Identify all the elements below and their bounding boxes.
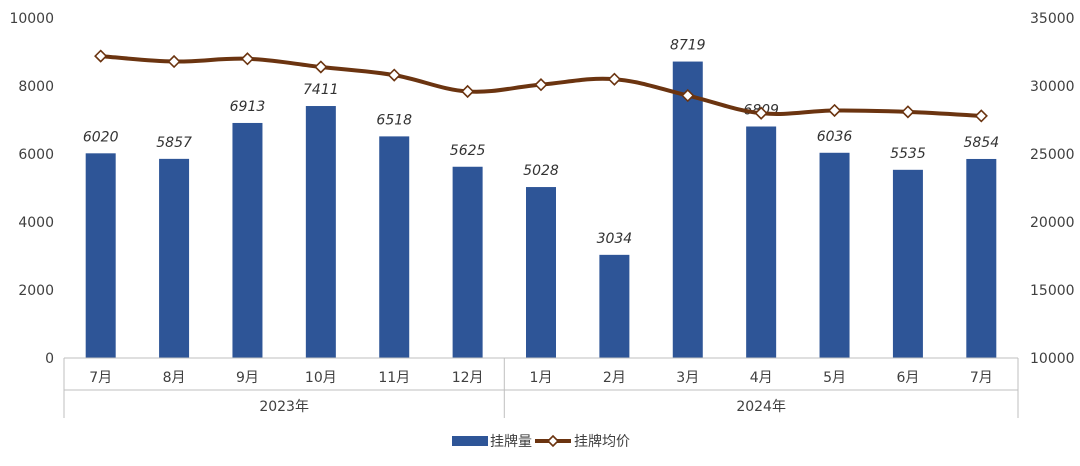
left-axis-tick-label: 4000	[18, 215, 54, 231]
legend-bar-swatch	[452, 436, 488, 446]
right-axis-tick-label: 10000	[1030, 351, 1075, 367]
line-point-marker-icon	[827, 103, 842, 118]
x-axis-category-label: 5月	[823, 370, 846, 386]
right-axis-tick-label: 35000	[1030, 11, 1075, 27]
legend-line-label: 挂牌均价	[574, 433, 630, 450]
line-point-marker-icon	[387, 68, 401, 82]
x-axis: 7月 8月 9月 10月 11月 12月 1月 2月 3月 4月 5月 6月 7月 2023年 2024年	[63, 357, 1019, 418]
x-axis-category-label: 7月	[970, 370, 993, 386]
x-axis-category-label: 4月	[750, 370, 773, 386]
x-axis-category-label: 6月	[896, 370, 919, 386]
line-point-marker-icon	[974, 109, 988, 123]
left-axis-tick-label: 8000	[18, 79, 54, 95]
x-axis-category-label: 10月	[305, 370, 337, 386]
bar	[672, 61, 703, 358]
left-axis-tick-label: 10000	[9, 11, 54, 27]
bar	[966, 158, 997, 358]
bar-data-label: 6913	[230, 99, 266, 115]
bar-data-label: 6036	[817, 129, 853, 145]
bar-data-label: 7411	[303, 82, 339, 98]
x-axis-group-label: 2024年	[736, 399, 786, 415]
bar	[526, 187, 556, 358]
bar	[379, 136, 410, 358]
x-axis-category-label: 7月	[89, 370, 112, 386]
bar-data-label: 3034	[597, 231, 633, 247]
line-point-marker-icon	[167, 54, 181, 69]
right-axis-tick-label: 30000	[1030, 79, 1075, 95]
legend-line-marker-icon	[546, 434, 560, 448]
bar	[599, 254, 630, 358]
bar	[85, 153, 116, 358]
x-axis-category-label: 11月	[378, 370, 410, 386]
left-axis-tick-label: 2000	[18, 283, 54, 299]
line-point-marker-icon	[754, 106, 768, 120]
line-point-marker-icon	[901, 105, 915, 119]
bar	[305, 106, 336, 358]
legend-bar-label: 挂牌量	[490, 433, 532, 450]
line-point-marker-icon	[314, 60, 328, 74]
bar-data-label: 6518	[376, 112, 412, 128]
right-axis-tick-label: 20000	[1030, 215, 1075, 231]
line-point-marker-icon	[681, 88, 695, 103]
bar	[452, 166, 483, 358]
bar-data-label: 5854	[963, 135, 999, 151]
bar-data-label: 6020	[83, 129, 119, 145]
x-axis-group-label: 2023年	[259, 399, 309, 415]
bar	[746, 126, 777, 358]
legend: 挂牌量 挂牌均价	[452, 433, 630, 450]
bar-data-label: 5535	[890, 146, 926, 162]
left-axis-tick-label: 0	[45, 351, 54, 367]
bar	[232, 122, 263, 358]
right-axis-tick-label: 15000	[1030, 283, 1075, 299]
right-axis-tick-label: 25000	[1030, 147, 1075, 163]
x-axis-category-label: 8月	[163, 370, 186, 386]
bar-data-label: 8719	[670, 38, 706, 54]
x-axis-category-label: 9月	[236, 370, 259, 386]
left-y-axis: 0 2000 4000 6000 8000 10000	[9, 11, 54, 367]
bar-series	[85, 61, 997, 358]
bar-data-label: 5028	[523, 163, 559, 179]
x-axis-category-label: 12月	[452, 370, 484, 386]
line-point-marker-icon	[607, 72, 622, 86]
left-axis-tick-label: 6000	[18, 147, 54, 163]
x-axis-category-label: 1月	[530, 370, 553, 386]
bar	[159, 158, 190, 358]
line-point-marker-icon	[94, 49, 108, 63]
line-series	[94, 49, 988, 123]
line-point-marker-icon	[534, 78, 548, 92]
x-axis-category-label: 3月	[676, 370, 699, 386]
bar	[819, 152, 850, 358]
right-y-axis: 10000 15000 20000 25000 30000 35000	[1030, 11, 1075, 367]
line-point-marker-icon	[460, 84, 475, 99]
bar	[892, 169, 923, 358]
bar-data-label: 5857	[156, 135, 192, 151]
line-point-marker-icon	[240, 52, 255, 66]
x-axis-category-label: 2月	[603, 370, 626, 386]
bar-data-label: 5625	[450, 143, 486, 159]
